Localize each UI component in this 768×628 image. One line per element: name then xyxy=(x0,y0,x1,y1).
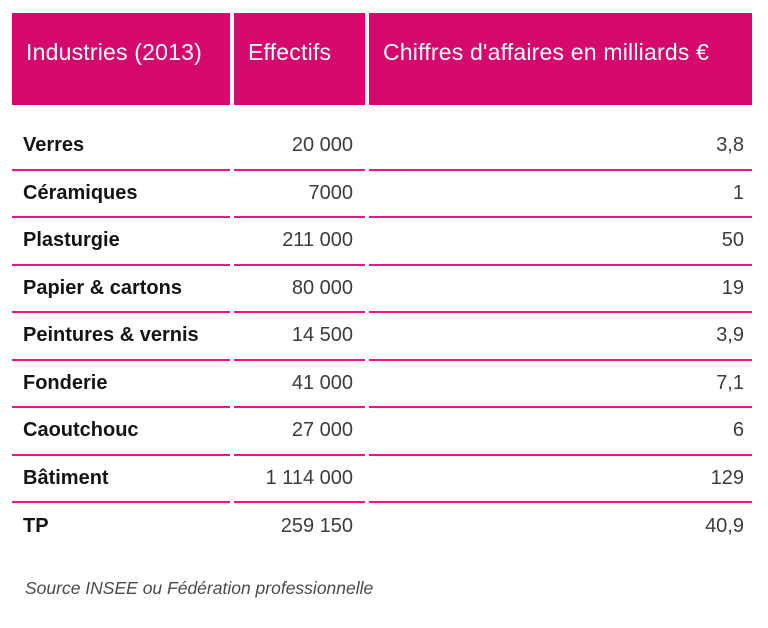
ca-cell: 40,9 xyxy=(705,515,744,538)
col-header-industries: Industries (2013) xyxy=(12,13,230,105)
effectifs-cell: 7000 xyxy=(234,171,365,218)
ca-cell: 1 xyxy=(369,171,752,218)
ca-cell: 129 xyxy=(369,456,752,503)
industry-cell: Céramiques xyxy=(12,171,230,218)
ca-cell: 50 xyxy=(369,218,752,266)
effectifs-cell: 41 000 xyxy=(234,361,365,408)
ca-cell: 19 xyxy=(369,266,752,313)
industry-cell: Verres xyxy=(12,123,230,171)
col-header-chiffres-affaires: Chiffres d'affaires en milliards € xyxy=(369,13,752,105)
ca-cell: 3,9 xyxy=(369,313,752,361)
effectifs-cell: 14 500 xyxy=(234,313,365,361)
industry-cell: Peintures & vernis xyxy=(12,313,230,361)
effectifs-cell: 259 150 xyxy=(280,515,353,538)
industries-table: Industries (2013) Effectifs Chiffres d'a… xyxy=(12,13,752,551)
ca-cell: 7,1 xyxy=(369,361,752,408)
table-header-row: Industries (2013) Effectifs Chiffres d'a… xyxy=(12,13,752,105)
industry-cell: Plasturgie xyxy=(12,218,230,266)
table-body: Verres 20 000 3,8 Céramiques 7000 1 Plas… xyxy=(12,123,752,551)
industry-cell: Bâtiment xyxy=(12,456,230,503)
effectifs-cell: 211 000 xyxy=(234,218,365,266)
effectifs-cell: 1 114 000 xyxy=(234,456,365,503)
effectifs-cell: 80 000 xyxy=(234,266,365,313)
industry-cell: Fonderie xyxy=(12,361,230,408)
effectifs-cell: 20 000 xyxy=(234,123,365,171)
source-note: Source INSEE ou Fédération professionnel… xyxy=(25,578,374,598)
ca-cell: 6 xyxy=(369,408,752,456)
effectifs-cell: 27 000 xyxy=(234,408,365,456)
industry-cell: Caoutchouc xyxy=(12,408,230,456)
col-header-effectifs: Effectifs xyxy=(234,13,365,105)
ca-cell: 3,8 xyxy=(369,123,752,171)
industry-cell: Papier & cartons xyxy=(12,266,230,313)
industry-cell: TP xyxy=(23,515,49,538)
